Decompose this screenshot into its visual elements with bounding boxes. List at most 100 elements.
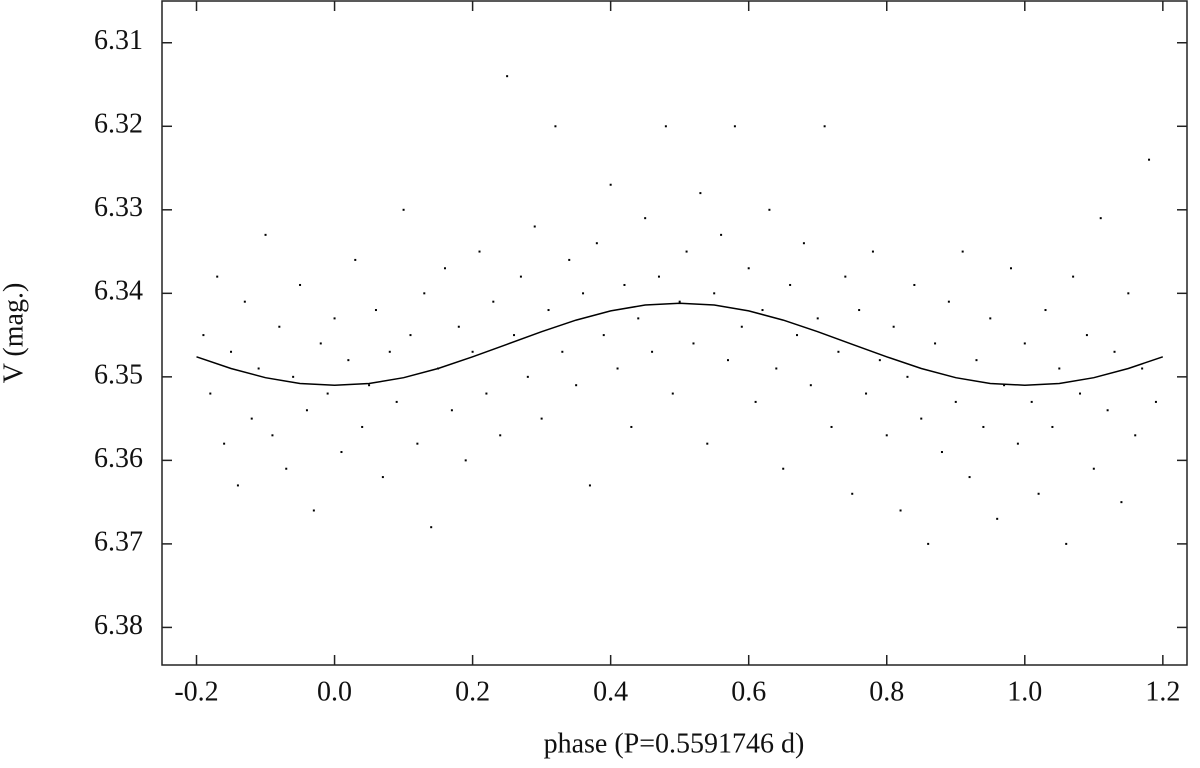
data-point xyxy=(1037,492,1040,495)
data-point xyxy=(899,509,902,512)
data-point xyxy=(430,526,433,529)
data-point xyxy=(616,367,619,370)
data-point xyxy=(837,350,840,353)
data-point xyxy=(312,509,315,512)
data-point xyxy=(395,400,398,403)
data-point xyxy=(216,275,219,278)
data-point xyxy=(361,425,364,428)
data-point xyxy=(1051,425,1054,428)
x-tick-label: 0.2 xyxy=(455,676,490,707)
data-point xyxy=(1127,292,1130,295)
data-point xyxy=(844,275,847,278)
data-point xyxy=(561,350,564,353)
data-point xyxy=(768,208,771,211)
data-point xyxy=(299,283,302,286)
data-point xyxy=(671,392,674,395)
data-point xyxy=(733,125,736,128)
data-point xyxy=(754,400,757,403)
data-point xyxy=(961,250,964,253)
data-point xyxy=(968,476,971,479)
data-point xyxy=(250,417,253,420)
data-point xyxy=(457,325,460,328)
x-tick-label: 0.4 xyxy=(593,676,628,707)
data-point xyxy=(443,267,446,270)
data-point xyxy=(230,350,233,353)
data-point xyxy=(920,417,923,420)
data-point xyxy=(651,350,654,353)
data-point xyxy=(602,334,605,337)
data-point xyxy=(416,442,419,445)
data-point xyxy=(865,392,868,395)
y-tick-label: 6.36 xyxy=(94,443,143,474)
data-point xyxy=(485,392,488,395)
data-point xyxy=(1065,542,1068,545)
data-point xyxy=(637,317,640,320)
y-tick-label: 6.35 xyxy=(94,359,143,390)
data-point xyxy=(802,242,805,245)
data-point xyxy=(989,317,992,320)
data-point xyxy=(871,250,874,253)
data-point xyxy=(582,292,585,295)
data-point xyxy=(878,359,881,362)
x-tick-label: 1.2 xyxy=(1145,676,1180,707)
data-point xyxy=(1092,467,1095,470)
x-tick-label: 0.8 xyxy=(869,676,904,707)
data-point xyxy=(830,425,833,428)
data-point xyxy=(1134,434,1137,437)
data-point xyxy=(609,183,612,186)
data-point xyxy=(913,283,916,286)
data-point xyxy=(1120,501,1123,504)
y-tick-label: 6.33 xyxy=(94,192,143,223)
x-tick-label: 1.0 xyxy=(1007,676,1042,707)
data-point xyxy=(595,242,598,245)
x-tick-label: 0.0 xyxy=(317,676,352,707)
data-point xyxy=(1072,275,1075,278)
data-point xyxy=(409,334,412,337)
data-point xyxy=(423,292,426,295)
data-point xyxy=(271,434,274,437)
data-point xyxy=(906,375,909,378)
data-point xyxy=(347,359,350,362)
data-point xyxy=(885,434,888,437)
data-point xyxy=(513,334,516,337)
data-point xyxy=(202,334,205,337)
data-point xyxy=(533,225,536,228)
data-point xyxy=(699,192,702,195)
data-point xyxy=(947,300,950,303)
y-tick-label: 6.34 xyxy=(94,276,143,307)
data-point xyxy=(1044,309,1047,312)
data-point xyxy=(726,359,729,362)
data-point xyxy=(720,233,723,236)
data-point xyxy=(326,392,329,395)
data-point xyxy=(402,208,405,211)
data-point xyxy=(243,300,246,303)
data-point xyxy=(851,492,854,495)
data-point xyxy=(388,350,391,353)
data-point xyxy=(954,400,957,403)
data-point xyxy=(934,342,937,345)
data-point xyxy=(685,250,688,253)
fit-curve xyxy=(196,302,1164,386)
data-point xyxy=(1085,334,1088,337)
data-point xyxy=(292,375,295,378)
y-axis-label: V (mag.) xyxy=(0,283,29,384)
data-point xyxy=(664,125,667,128)
data-point xyxy=(1023,342,1026,345)
data-point xyxy=(892,325,895,328)
data-point xyxy=(782,467,785,470)
data-point xyxy=(506,75,509,78)
data-point xyxy=(492,300,495,303)
data-point xyxy=(1016,442,1019,445)
data-point xyxy=(1058,367,1061,370)
data-point xyxy=(374,309,377,312)
data-point xyxy=(789,283,792,286)
data-point xyxy=(761,309,764,312)
data-point xyxy=(450,409,453,412)
data-point xyxy=(940,451,943,454)
data-point xyxy=(354,258,357,261)
data-point xyxy=(1106,409,1109,412)
data-point xyxy=(1141,367,1144,370)
data-point xyxy=(630,425,633,428)
data-point xyxy=(464,459,467,462)
